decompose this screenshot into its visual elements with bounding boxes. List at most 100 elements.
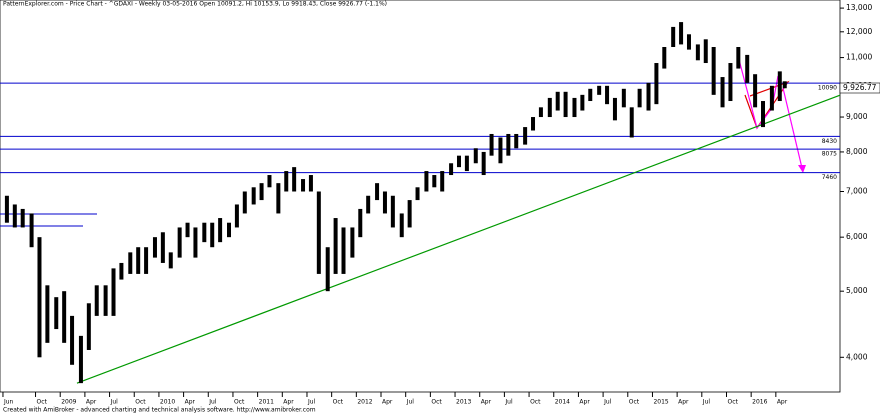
price-bar [276, 183, 281, 214]
price-bar [37, 237, 42, 358]
price-bar [128, 252, 133, 274]
price-bar [136, 247, 141, 274]
x-tick-label: Oct [727, 399, 738, 406]
price-bar [629, 107, 634, 138]
price-bar [185, 222, 190, 238]
price-bar [242, 191, 247, 214]
arrow-head [798, 165, 806, 173]
price-bar [375, 183, 380, 201]
price-bar [366, 195, 371, 214]
price-bar [782, 81, 787, 89]
x-tick-label: Apr [481, 399, 492, 406]
x-tick-label: Oct [135, 399, 146, 406]
y-tick-label: 8,000 [846, 147, 868, 156]
x-tick-label: 2009 [61, 399, 76, 406]
price-bar [144, 247, 149, 274]
price-bar [168, 252, 173, 269]
price-bar [20, 208, 25, 228]
x-tick-label: Oct [37, 399, 48, 406]
price-bar [671, 26, 676, 48]
y-tick-label: 12,000 [846, 27, 872, 36]
y-tick-label: 6,000 [846, 232, 868, 241]
last-price-label: 9,926.77 [843, 83, 877, 92]
level-label: 8075 [822, 151, 837, 158]
price-bar [78, 335, 83, 384]
x-tick-label: Oct [530, 399, 541, 406]
x-tick-label: Apr [678, 399, 689, 406]
x-tick-label: 2010 [160, 399, 175, 406]
y-tick-label: 5,000 [846, 286, 868, 295]
price-bar [563, 91, 568, 118]
price-bar [62, 291, 67, 343]
price-bar [547, 97, 552, 118]
price-bar [227, 222, 232, 238]
price-bar [399, 213, 404, 238]
x-tick-label: Apr [382, 399, 393, 406]
price-bar [284, 171, 289, 192]
y-tick-label: 13,000 [846, 3, 872, 12]
x-tick-label: Jul [702, 399, 711, 406]
plot-frame [0, 0, 841, 393]
price-bar [301, 179, 306, 192]
x-tick-label: 2012 [357, 399, 372, 406]
y-tick-label: 7,000 [846, 186, 868, 195]
price-bar [111, 268, 116, 316]
price-bar [432, 175, 437, 188]
price-bar [597, 85, 602, 95]
price-bar [646, 82, 651, 111]
price-bar [572, 97, 577, 118]
price-bar [12, 204, 17, 228]
price-bar [588, 88, 593, 102]
price-bar [605, 85, 610, 105]
price-bar [538, 107, 543, 118]
x-tick-label: 2013 [456, 399, 471, 406]
price-bar [70, 315, 75, 365]
price-bar [341, 227, 346, 274]
price-bar [267, 175, 272, 188]
x-tick-label: 2014 [555, 399, 570, 406]
x-tick-label: 2015 [653, 399, 668, 406]
level-label: 10090 [818, 85, 837, 92]
x-tick-label: Oct [431, 399, 442, 406]
price-bar [4, 195, 9, 223]
price-bar [292, 167, 297, 192]
price-bar [728, 63, 733, 102]
y-tick-label: 11,000 [846, 53, 872, 62]
x-tick-label: Apr [283, 399, 294, 406]
price-bar [424, 171, 429, 192]
price-bar [523, 127, 528, 145]
price-bar [316, 191, 321, 274]
x-tick-label: Jul [603, 399, 612, 406]
y-tick-label: 9,000 [846, 112, 868, 121]
price-bar [506, 133, 511, 156]
x-tick-label: Jul [504, 399, 513, 406]
x-tick-label: Apr [579, 399, 590, 406]
price-bar [473, 148, 478, 164]
x-tick-label: Jul [208, 399, 217, 406]
price-bar [119, 262, 124, 280]
price-bar [86, 303, 91, 350]
x-tick-label: Oct [629, 399, 640, 406]
price-bar [177, 227, 182, 258]
price-bar [382, 191, 387, 214]
price-bar [152, 237, 157, 258]
price-bar [637, 88, 642, 108]
x-tick-label: Apr [86, 399, 97, 406]
price-bar [736, 47, 741, 69]
price-bar [498, 137, 503, 164]
price-bar [325, 247, 330, 292]
price-bar [769, 85, 774, 111]
price-bar [202, 222, 207, 243]
price-bar [415, 187, 420, 201]
x-tick-label: Jul [307, 399, 316, 406]
price-bar [45, 285, 50, 343]
level-label: 8430 [822, 138, 837, 145]
x-tick-label: Oct [333, 399, 344, 406]
x-tick-label: Jun [3, 399, 14, 406]
price-bar [489, 133, 494, 156]
price-bar [94, 285, 99, 316]
x-tick-label: 2011 [259, 399, 274, 406]
price-bar [449, 163, 454, 176]
price-bar [259, 183, 264, 201]
